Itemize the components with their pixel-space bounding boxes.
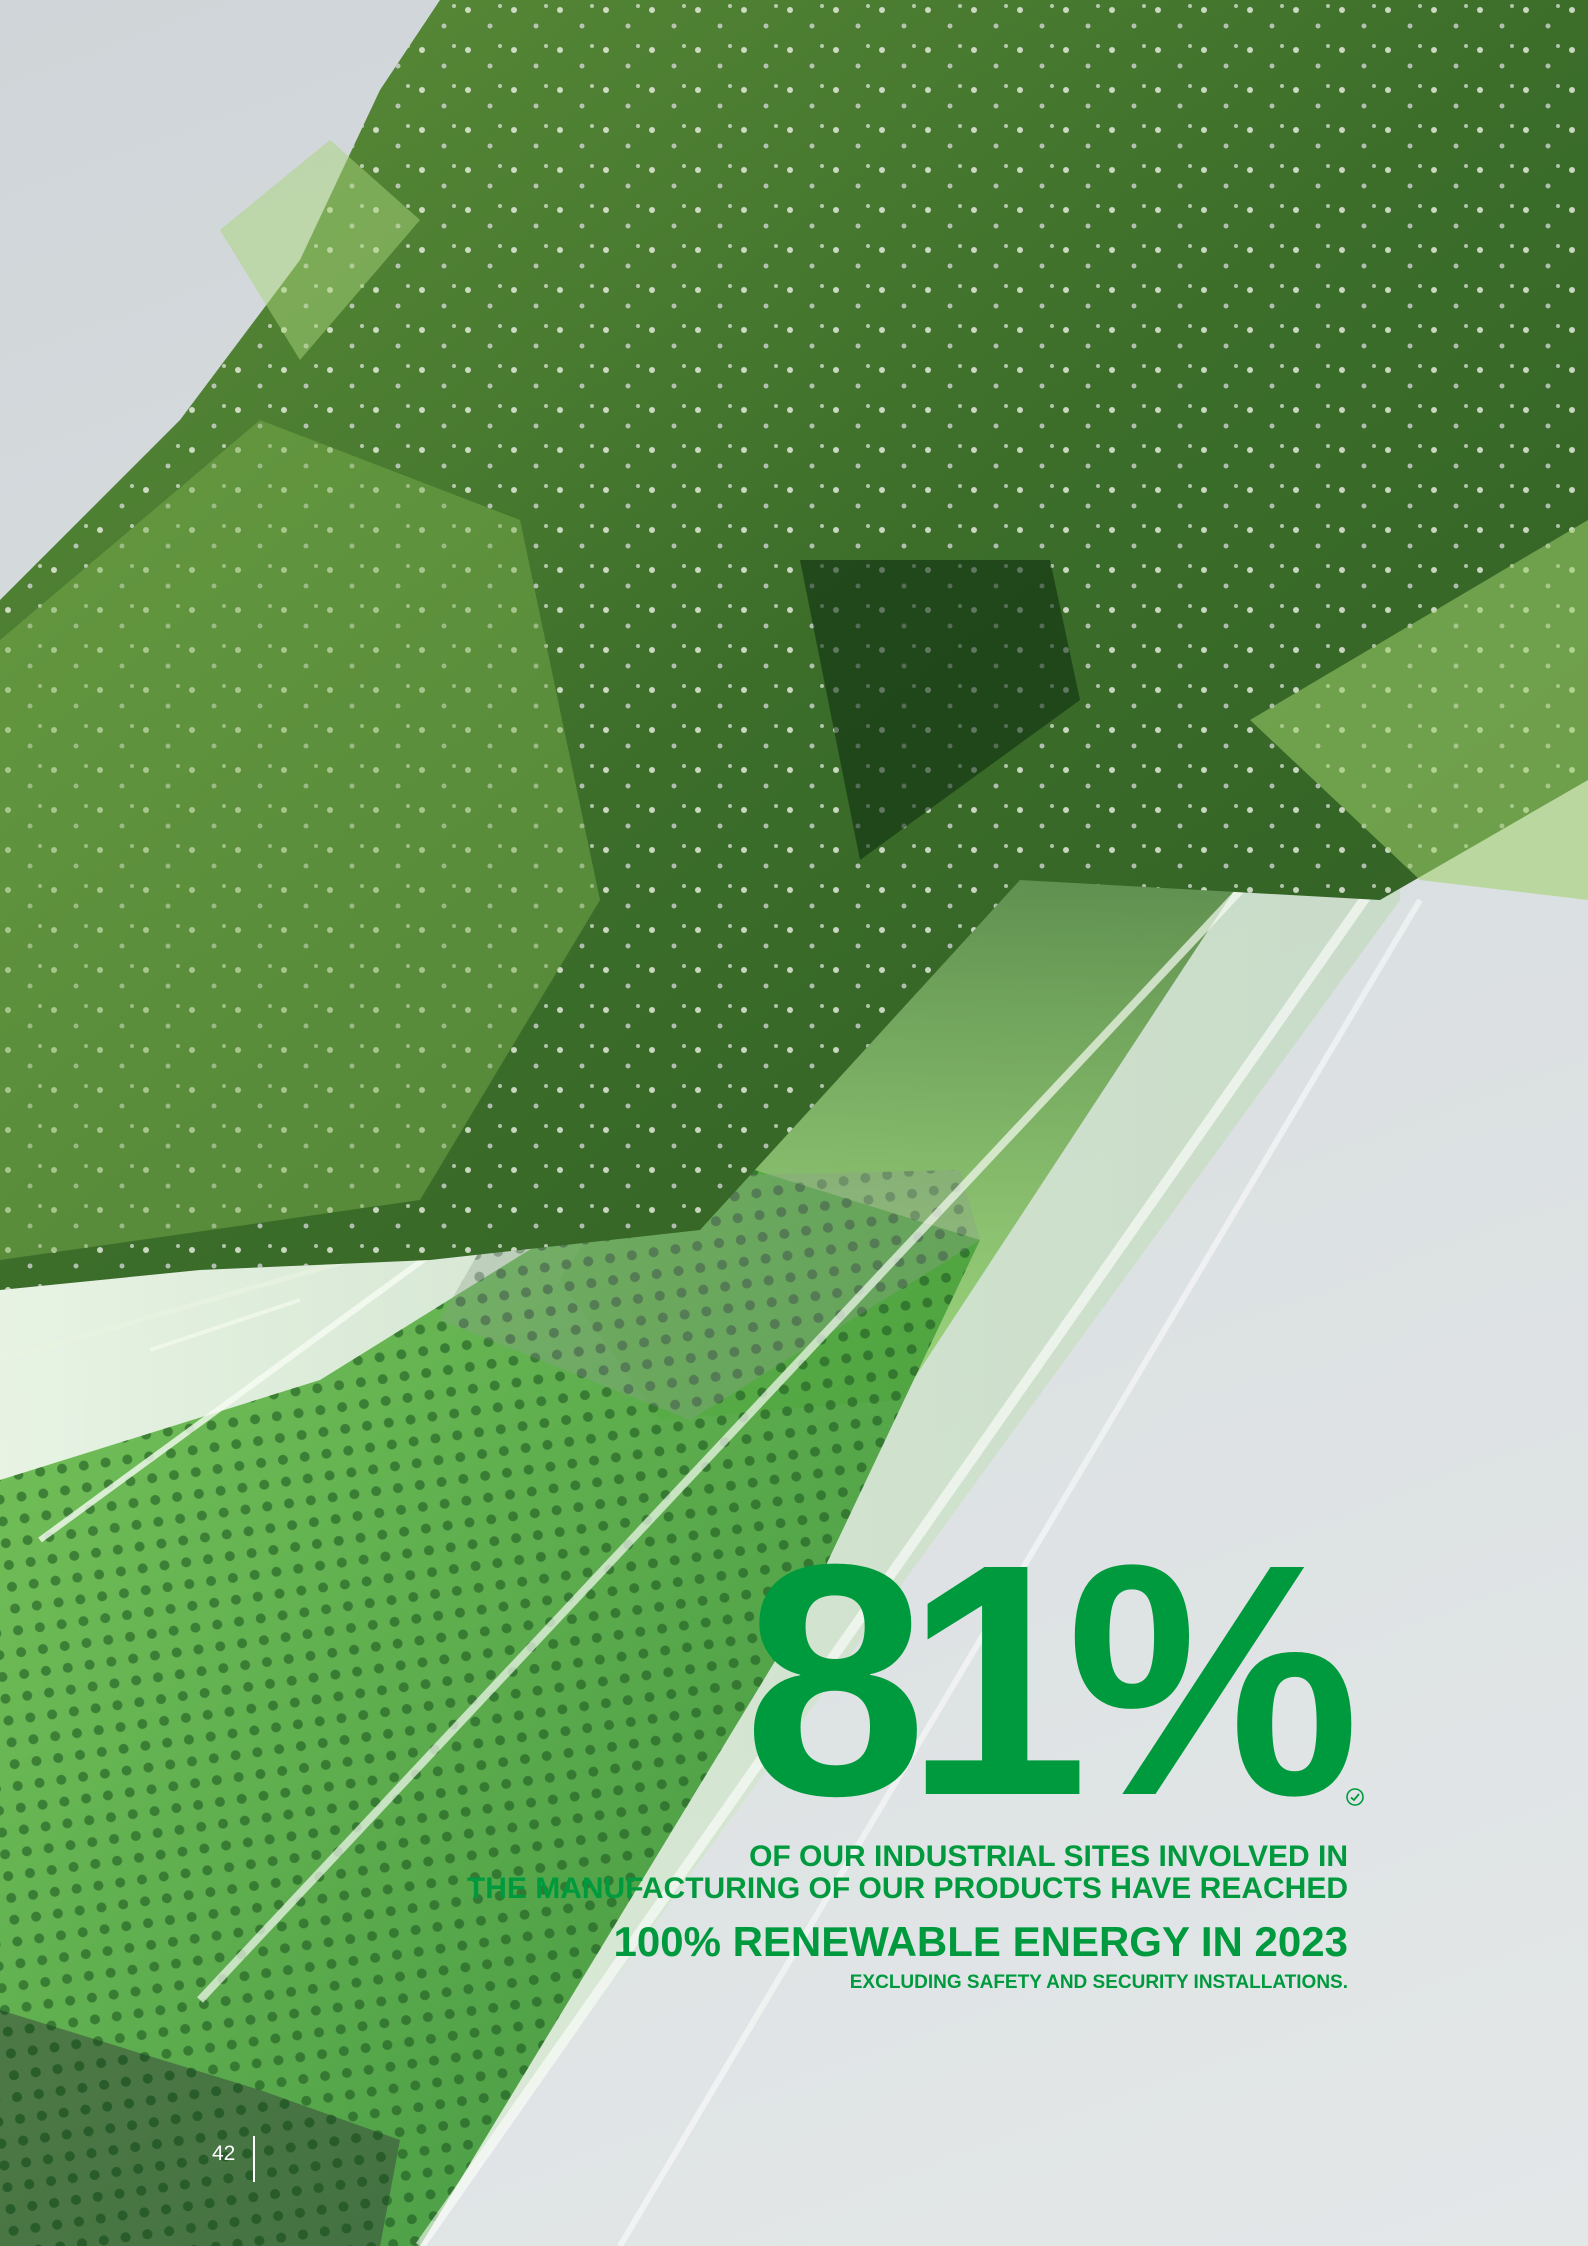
headline-percentage: 81% [743, 1495, 1361, 1864]
headline-emphasis: 100% RENEWABLE ENERGY IN 2023 [613, 1918, 1349, 1965]
page-number-divider [253, 2136, 255, 2182]
headline-line-2: THE MANUFACTURING OF OUR PRODUCTS HAVE R… [466, 1872, 1348, 1905]
check-circle-icon [1346, 1788, 1364, 1806]
headline-line-1: OF OUR INDUSTRIAL SITES INVOLVED IN [749, 1840, 1348, 1873]
headline-footnote: EXCLUDING SAFETY AND SECURITY INSTALLATI… [849, 1972, 1348, 1993]
page-number: 42 [212, 2142, 236, 2165]
